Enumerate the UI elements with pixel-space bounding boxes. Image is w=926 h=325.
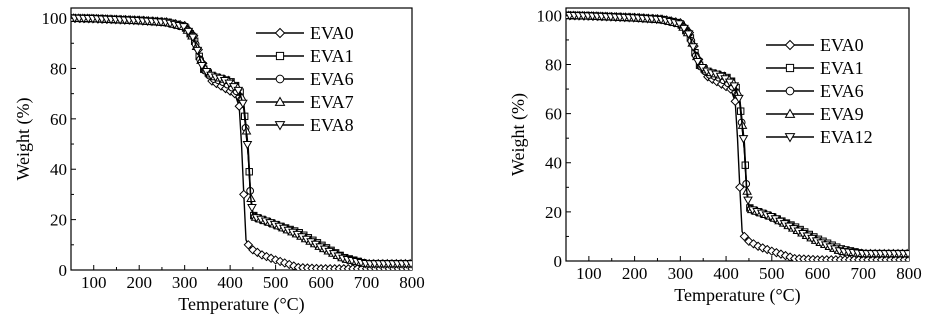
- y-tick-label: 40: [545, 154, 562, 173]
- y-tick-label: 20: [50, 211, 67, 230]
- x-tick-label: 300: [172, 273, 198, 292]
- series-eva1: [71, 14, 412, 268]
- x-tick-label: 100: [576, 264, 602, 283]
- legend-marker: [785, 63, 795, 73]
- data-point: [242, 141, 253, 150]
- legend-marker: [275, 51, 285, 61]
- legend-item-eva6: EVA6: [256, 69, 354, 89]
- data-point: [183, 27, 194, 37]
- data-point: [776, 249, 786, 259]
- data-point: [683, 30, 694, 39]
- data-point: [688, 43, 699, 52]
- data-point: [692, 58, 703, 67]
- legend-item-eva1: EVA1: [766, 58, 864, 78]
- legend-marker: [275, 74, 285, 84]
- legend-marker: [785, 86, 795, 96]
- data-point: [674, 20, 685, 29]
- data-point: [734, 94, 744, 104]
- x-tick-label: 200: [622, 264, 648, 283]
- x-tick-label: 100: [81, 273, 107, 292]
- plot-frame: [70, 7, 413, 271]
- data-point: [239, 189, 249, 200]
- legend-label: EVA1: [820, 58, 864, 78]
- legend-label: EVA7: [310, 92, 354, 112]
- legend-marker: [784, 133, 796, 143]
- data-point: [197, 61, 207, 71]
- legend-label: EVA6: [820, 81, 864, 101]
- legend-marker: [274, 96, 286, 106]
- x-tick-label: 700: [851, 264, 877, 283]
- x-tick-label: 600: [308, 273, 334, 292]
- series-line: [71, 17, 412, 270]
- y-tick-label: 80: [545, 55, 562, 74]
- legend-marker: [784, 108, 796, 118]
- data-point: [238, 99, 248, 109]
- y-tick-label: 60: [50, 110, 67, 129]
- legend-label: EVA9: [820, 104, 864, 124]
- data-point: [243, 240, 254, 250]
- x-tick-label: 800: [399, 273, 425, 292]
- legend-label: EVA8: [310, 115, 354, 135]
- x-tick-label: 800: [896, 264, 922, 283]
- y-tick-label: 0: [59, 261, 68, 280]
- data-point: [738, 135, 749, 144]
- data-point: [406, 260, 412, 269]
- legend-item-eva0: EVA0: [766, 35, 864, 55]
- y-axis-label: Weight (%): [13, 97, 34, 180]
- legend-label: EVA6: [310, 69, 354, 89]
- data-point: [192, 46, 203, 56]
- series-eva8: [71, 14, 412, 269]
- data-point: [780, 250, 791, 261]
- y-axis-label: Weight (%): [508, 93, 529, 176]
- legend-label: EVA0: [310, 23, 354, 43]
- data-point: [233, 86, 244, 96]
- legend-marker: [784, 39, 796, 51]
- y-tick-label: 100: [537, 6, 563, 25]
- legend-item-eva9: EVA9: [766, 104, 864, 124]
- x-tick-label: 200: [126, 273, 152, 292]
- x-tick-label: 500: [263, 273, 289, 292]
- data-point: [247, 204, 257, 213]
- data-point: [739, 231, 750, 242]
- y-tick-label: 20: [545, 203, 562, 222]
- y-tick-label: 60: [545, 105, 562, 124]
- data-point: [743, 196, 753, 206]
- legend-item-eva8: EVA8: [256, 115, 354, 135]
- series-eva0: [71, 13, 412, 270]
- y-tick-label: 40: [50, 160, 67, 179]
- x-tick-label: 700: [354, 273, 380, 292]
- data-point: [735, 182, 745, 193]
- data-point: [187, 33, 198, 43]
- x-tick-label: 400: [713, 264, 739, 283]
- legend-label: EVA1: [310, 46, 354, 66]
- legend-marker: [274, 27, 286, 39]
- legend-label: EVA12: [820, 127, 873, 147]
- legend-item-eva12: EVA12: [766, 127, 873, 147]
- plot-frame: [565, 7, 910, 262]
- x-tick-label: 500: [759, 264, 785, 283]
- legend-label: EVA0: [820, 35, 864, 55]
- legend-item-eva7: EVA7: [256, 92, 354, 112]
- y-tick-label: 100: [42, 9, 68, 28]
- data-point: [729, 82, 740, 91]
- data-point: [178, 23, 189, 32]
- x-axis-label: Temperature (°C): [178, 294, 304, 315]
- legend-item-eva0: EVA0: [256, 23, 354, 43]
- legend-marker: [274, 121, 286, 131]
- series-eva12: [566, 11, 909, 259]
- y-tick-label: 0: [554, 252, 563, 271]
- x-tick-label: 300: [668, 264, 694, 283]
- legend-item-eva1: EVA1: [256, 46, 354, 66]
- y-tick-label: 80: [50, 59, 67, 78]
- x-tick-label: 600: [805, 264, 831, 283]
- tga-plot-left: 100 200 300 400 500 600 700 800 0 20 40 60 80 100 Temp…: [13, 7, 425, 315]
- x-axis-label: Temperature (°C): [674, 285, 800, 306]
- legend-item-eva6: EVA6: [766, 81, 864, 101]
- data-point: [679, 24, 689, 34]
- x-tick-label: 400: [217, 273, 243, 292]
- tga-plot-right: 100 200 300 400 500 600 700 800 0 20 40 60 80 100 Temp…: [508, 6, 922, 306]
- data-point: [903, 250, 909, 259]
